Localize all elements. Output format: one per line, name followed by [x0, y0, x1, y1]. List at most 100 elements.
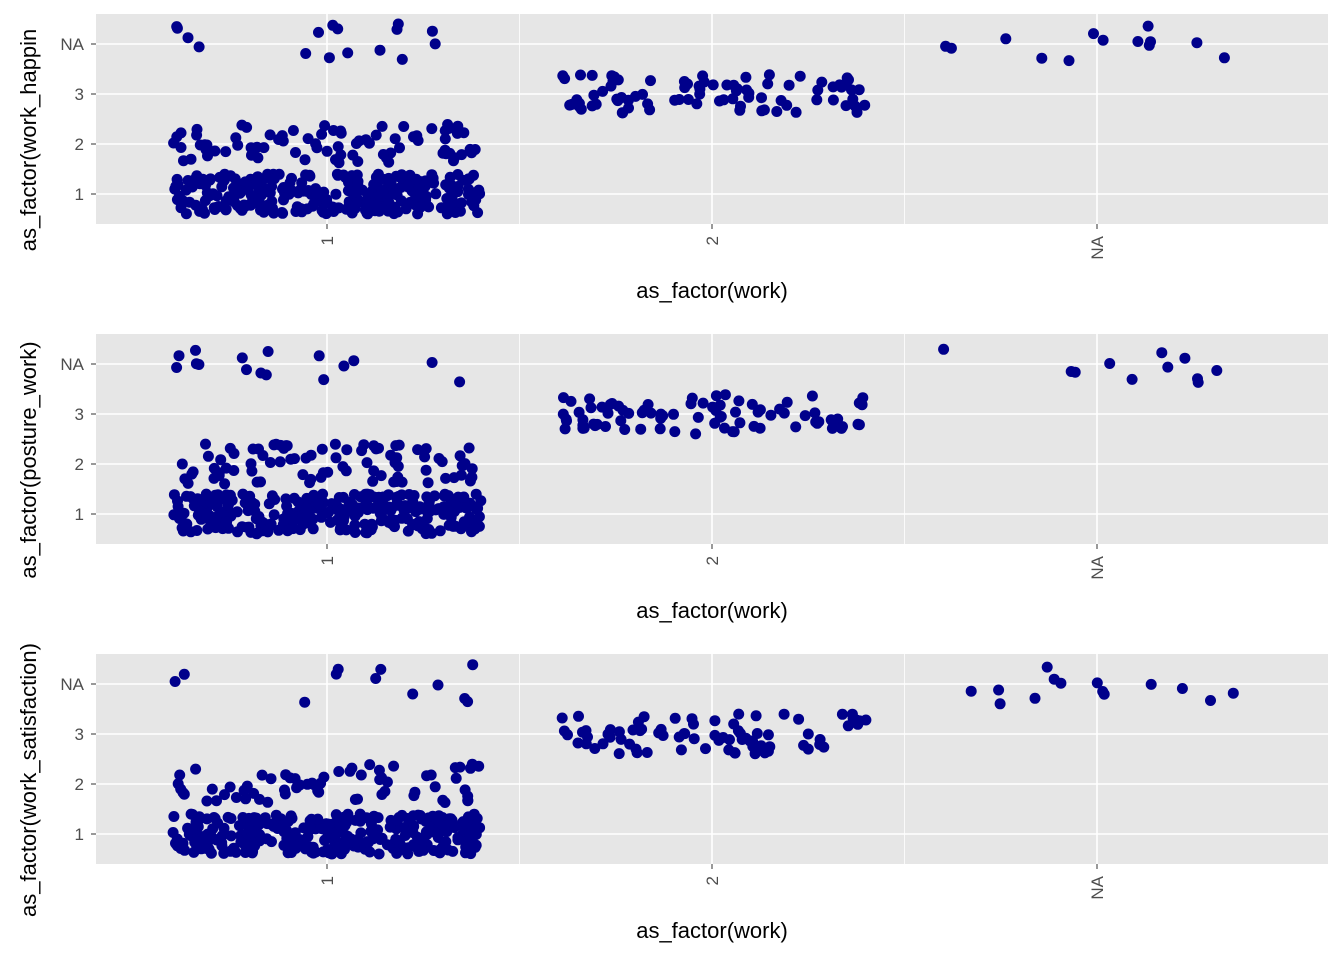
data-point — [372, 812, 384, 824]
data-point — [278, 839, 290, 851]
data-point — [321, 197, 333, 209]
data-point — [678, 76, 690, 87]
data-point — [597, 738, 609, 750]
data-point — [218, 174, 230, 186]
data-point — [211, 190, 223, 202]
data-point — [437, 147, 449, 159]
data-point — [464, 830, 476, 842]
data-point — [234, 202, 246, 214]
data-point — [402, 180, 414, 192]
data-point — [370, 673, 382, 684]
data-point — [241, 364, 252, 376]
data-point — [361, 504, 373, 516]
data-point — [458, 491, 470, 503]
data-point — [688, 718, 699, 730]
data-point — [778, 708, 790, 720]
data-point — [1218, 52, 1230, 64]
data-point — [176, 458, 188, 470]
data-point — [377, 149, 389, 160]
data-point — [473, 511, 485, 523]
data-point — [228, 842, 240, 854]
data-point — [852, 418, 864, 430]
data-point — [459, 458, 471, 470]
y-tick-label: NA — [60, 675, 84, 694]
data-point — [756, 92, 767, 104]
data-point — [386, 502, 398, 514]
data-point — [733, 708, 745, 720]
data-point — [965, 685, 977, 697]
data-point — [236, 119, 248, 131]
data-point — [1088, 28, 1099, 40]
data-point — [396, 169, 408, 181]
data-point — [675, 744, 687, 756]
data-point — [282, 507, 294, 519]
data-point — [1179, 352, 1191, 364]
data-point — [669, 426, 681, 438]
data-point — [193, 41, 205, 53]
data-point — [617, 107, 629, 119]
data-point — [857, 392, 869, 404]
data-point — [335, 125, 347, 137]
data-point — [254, 793, 265, 805]
data-point — [731, 83, 743, 95]
data-point — [268, 509, 280, 521]
x-tick-label: NA — [1088, 555, 1107, 579]
data-point — [853, 84, 865, 96]
data-point — [754, 404, 766, 416]
data-point — [300, 452, 312, 464]
data-point — [571, 94, 583, 106]
data-point — [394, 142, 405, 154]
x-tick-label: 2 — [703, 236, 722, 245]
data-point — [264, 457, 276, 468]
data-point — [609, 71, 620, 83]
data-point — [416, 813, 427, 825]
data-point — [268, 207, 280, 219]
data-point — [289, 840, 301, 851]
data-point — [448, 152, 460, 164]
data-point — [732, 725, 744, 737]
data-point — [284, 772, 296, 784]
data-point — [584, 393, 596, 405]
data-point — [185, 153, 197, 165]
data-point — [586, 69, 598, 81]
data-point — [736, 734, 748, 745]
data-point — [637, 88, 648, 100]
data-point — [208, 812, 220, 823]
data-point — [420, 528, 432, 540]
data-point — [368, 491, 380, 503]
data-point — [740, 71, 752, 83]
data-point — [443, 519, 455, 531]
data-point — [240, 793, 252, 805]
data-point — [421, 491, 433, 503]
data-point — [1036, 52, 1048, 64]
y-tick-label: 2 — [75, 775, 84, 794]
data-point — [370, 129, 382, 141]
data-point — [219, 789, 230, 801]
data-point — [582, 731, 593, 743]
data-point — [300, 48, 312, 59]
data-point — [842, 720, 854, 732]
data-point — [307, 847, 319, 859]
data-point — [709, 729, 721, 741]
data-point — [376, 120, 388, 132]
data-point — [172, 501, 184, 512]
data-point — [408, 821, 420, 832]
data-point — [697, 70, 709, 82]
data-point — [316, 443, 328, 455]
data-point — [355, 769, 367, 781]
data-point — [313, 350, 325, 362]
y-tick-label: NA — [60, 35, 84, 54]
data-point — [175, 142, 187, 153]
data-point — [775, 95, 787, 106]
data-point — [323, 818, 335, 830]
data-point — [400, 203, 412, 215]
data-point — [333, 766, 345, 777]
data-point — [642, 399, 654, 410]
data-point — [462, 696, 474, 708]
data-point — [305, 473, 317, 485]
x-tick-label: 2 — [703, 556, 722, 565]
data-point — [344, 765, 356, 777]
data-point — [747, 737, 758, 748]
data-point — [174, 769, 186, 781]
data-point — [170, 180, 182, 192]
